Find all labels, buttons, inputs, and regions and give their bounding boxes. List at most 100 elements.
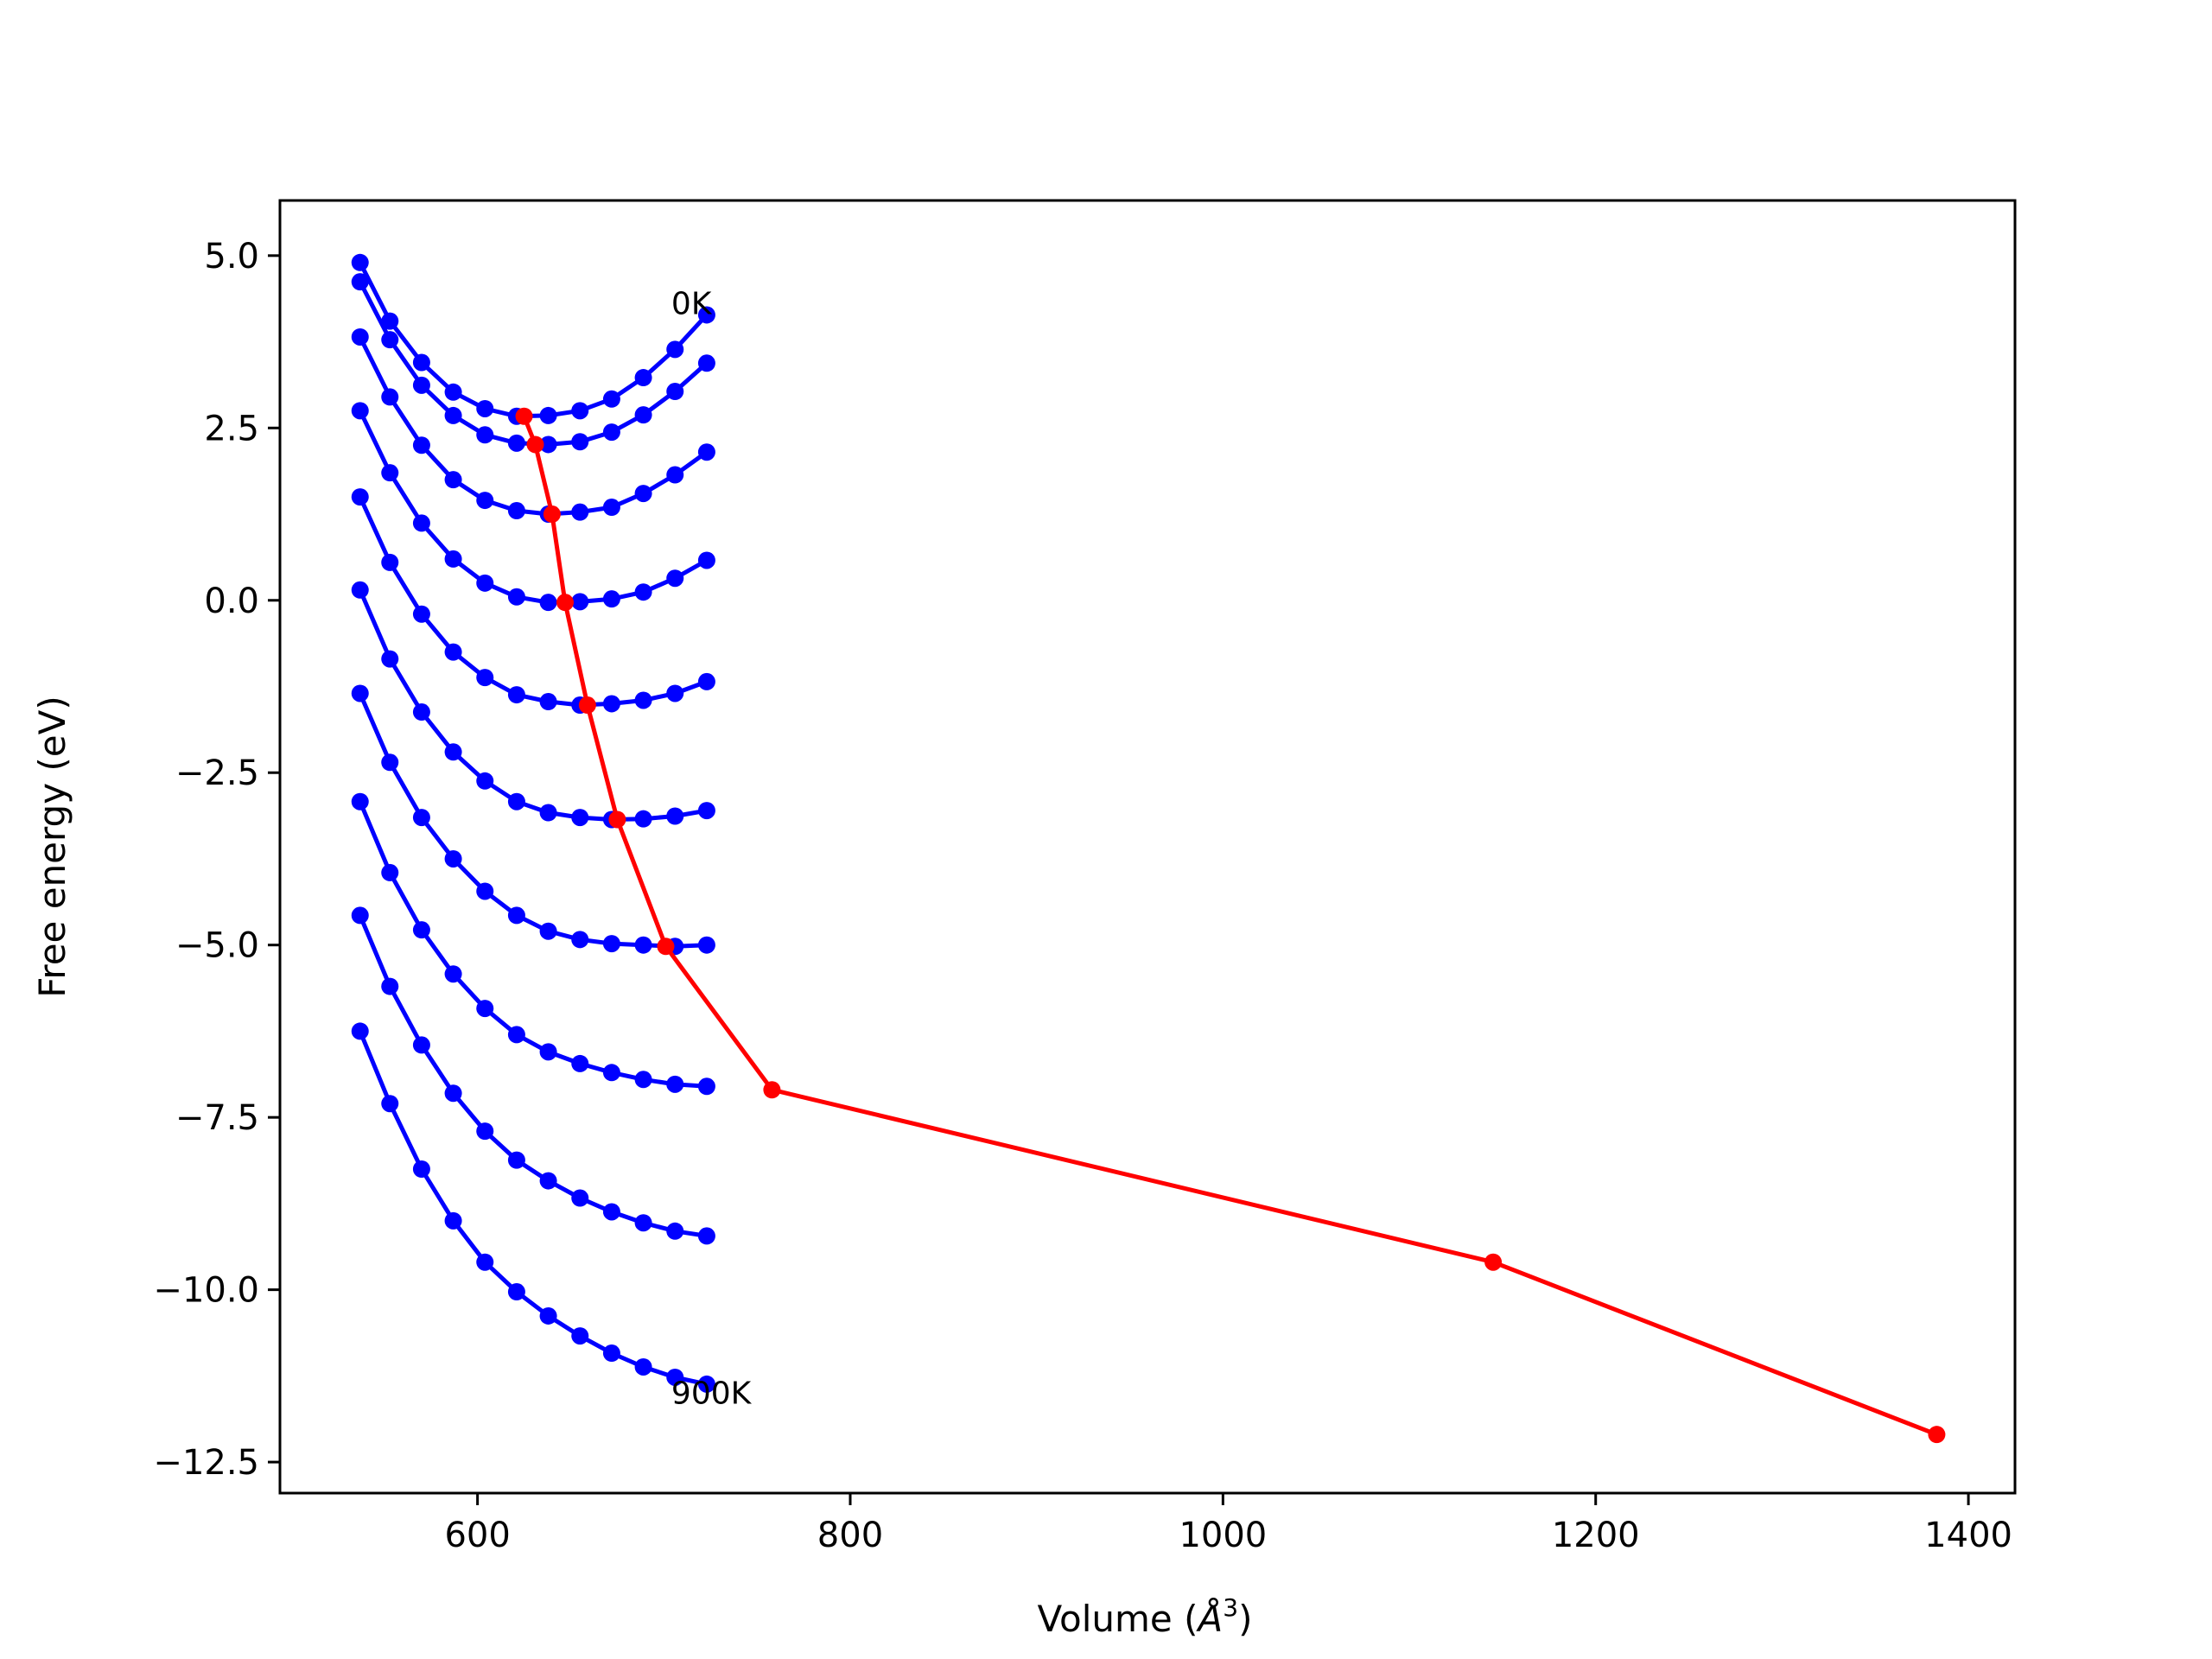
isotherm-point (602, 1064, 620, 1082)
isotherm-point (507, 434, 525, 452)
minimum-point (578, 696, 596, 715)
isotherm-series (351, 327, 715, 524)
y-tick-label: −7.5 (175, 1098, 259, 1138)
isotherm-point (351, 253, 369, 271)
isotherm-point (444, 849, 462, 868)
isotherm-series (351, 1022, 715, 1393)
isotherm-line (358, 261, 709, 419)
isotherm-point (412, 376, 430, 394)
isotherm-series (351, 402, 715, 612)
isotherm-series (351, 488, 715, 715)
isotherm-series (351, 792, 715, 1096)
y-tick-label: −12.5 (153, 1443, 259, 1483)
y-axis-label: Free energy (eV) (31, 696, 73, 998)
isotherm-line (358, 280, 709, 447)
annotations: 0K 900K (671, 287, 753, 1412)
y-tick-label: 5.0 (204, 237, 259, 276)
isotherm-point (666, 383, 684, 401)
isotherm-point (634, 691, 652, 709)
isotherm-line (358, 1030, 708, 1387)
y-tick-label: −10.0 (153, 1271, 259, 1311)
isotherm-point (697, 354, 715, 372)
isotherm-point (602, 390, 620, 408)
isotherm-point (351, 1022, 369, 1040)
x-tick-label: 1200 (1552, 1516, 1640, 1555)
isotherm-point (351, 488, 369, 506)
isotherm-line (358, 335, 709, 517)
isotherm-point (476, 399, 494, 417)
isotherm-point (697, 1077, 715, 1096)
isotherm-point (412, 809, 430, 827)
y-tick-label: 0.0 (204, 582, 259, 621)
isotherm-point (444, 550, 462, 568)
isotherm-point (507, 502, 525, 520)
isotherm-point (666, 1222, 684, 1240)
isotherm-point (666, 1075, 684, 1093)
isotherm-point (476, 772, 494, 790)
isotherm-line (358, 588, 708, 822)
minimum-point (515, 407, 533, 425)
isotherm-point (444, 1084, 462, 1103)
y-tick-label: 2.5 (204, 409, 259, 448)
isotherm-point (666, 340, 684, 359)
isotherm-point (476, 1000, 494, 1018)
isotherm-point (539, 1043, 557, 1061)
isotherm-point (666, 569, 684, 588)
isotherm-point (444, 643, 462, 661)
isotherm-point (571, 593, 589, 611)
isotherm-point (351, 906, 369, 925)
isotherm-point (507, 792, 525, 810)
isotherm-series (351, 906, 715, 1245)
isotherm-series (351, 253, 715, 425)
y-tick-label: −2.5 (175, 753, 259, 793)
isotherm-point (476, 882, 494, 900)
isotherm-point (351, 402, 369, 420)
isotherm-point (602, 499, 620, 517)
isotherm-point (602, 590, 620, 608)
isotherm-point (697, 306, 715, 324)
isotherm-point (539, 804, 557, 822)
isotherm-point (507, 1283, 525, 1301)
isotherm-point (539, 406, 557, 424)
minimum-point (608, 810, 626, 829)
isotherm-point (381, 977, 399, 995)
isotherm-point (476, 574, 494, 592)
x-axis: 600 800 1000 1200 1400 (444, 1493, 2012, 1555)
minimum-point (543, 505, 561, 524)
isotherm-point (697, 936, 715, 954)
isotherm-point (602, 423, 620, 442)
isotherm-point (476, 1253, 494, 1271)
minimum-point (556, 594, 574, 612)
isotherm-point (381, 312, 399, 330)
isotherm-point (444, 1211, 462, 1230)
annotation-label: 0K (671, 287, 713, 322)
isotherm-point (571, 402, 589, 420)
isotherm-point (476, 669, 494, 687)
isotherm-point (634, 485, 652, 503)
isotherm-point (634, 1357, 652, 1376)
isotherm-point (634, 1214, 652, 1232)
isotherm-point (444, 743, 462, 761)
isotherm-point (602, 695, 620, 713)
minimum-point (1484, 1253, 1503, 1271)
isotherm-point (697, 672, 715, 690)
isotherm-point (666, 807, 684, 825)
isotherm-point (697, 1227, 715, 1245)
isotherm-point (507, 1151, 525, 1169)
isotherm-point (412, 1160, 430, 1179)
isotherm-point (571, 1054, 589, 1072)
isotherm-point (381, 753, 399, 772)
x-axis-label: Volume (Å3) (1038, 1593, 1253, 1640)
isotherm-point (697, 551, 715, 569)
isotherm-point (634, 406, 652, 424)
isotherm-point (351, 792, 369, 810)
isotherm-point (507, 906, 525, 925)
minimum-energy-series (515, 407, 1946, 1444)
isotherm-point (444, 383, 462, 401)
isotherm-point (476, 1122, 494, 1141)
isotherm-series (351, 684, 715, 956)
isotherm-point (539, 922, 557, 940)
isotherm-point (539, 594, 557, 612)
isotherm-point (381, 464, 399, 482)
